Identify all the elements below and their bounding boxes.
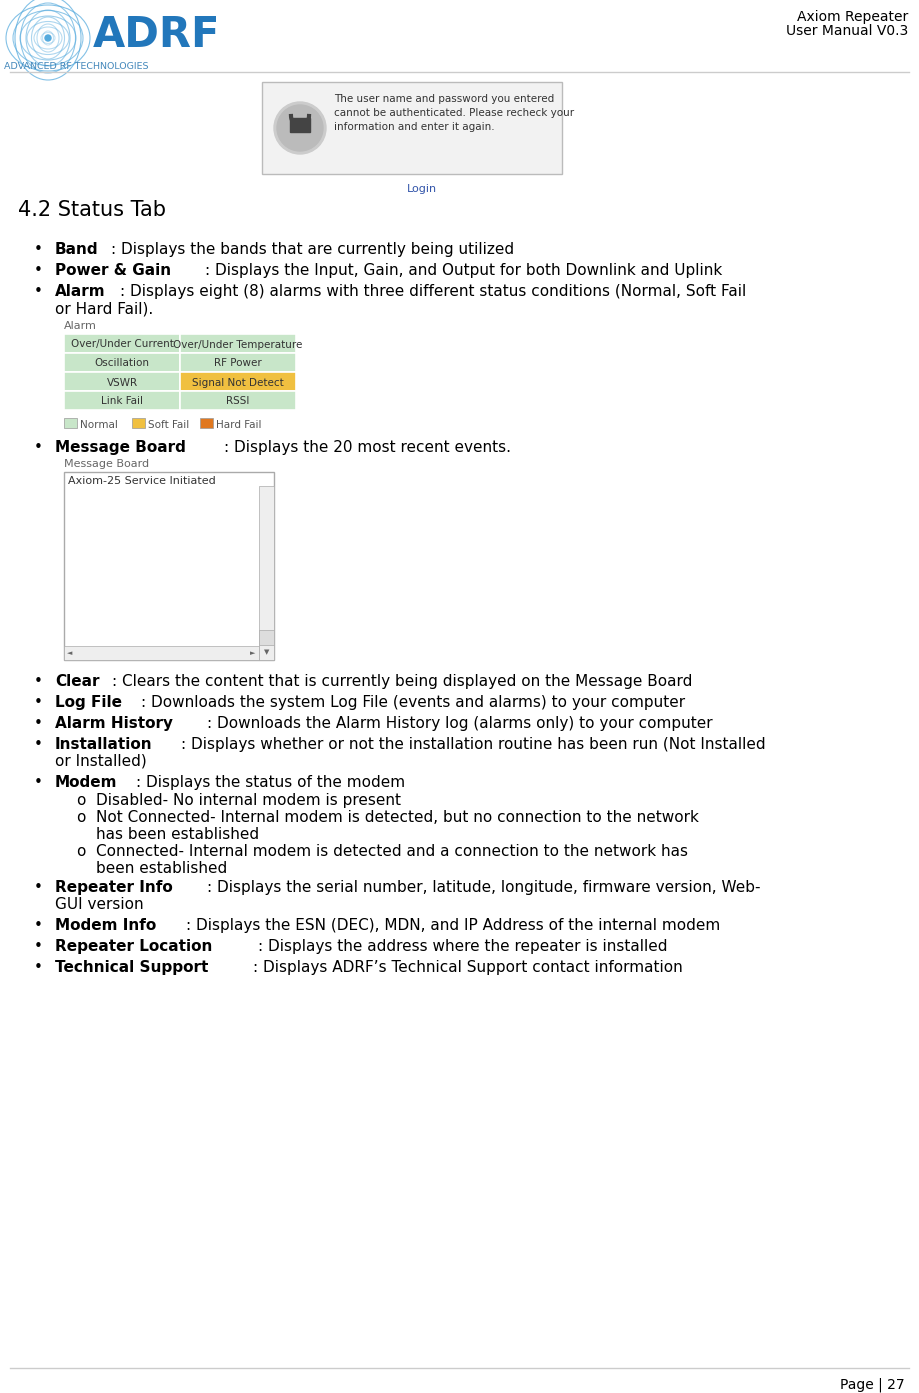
Bar [64, 391, 180, 410]
Text: o: o [76, 793, 85, 808]
Text: •: • [34, 284, 43, 299]
Text: •: • [34, 695, 43, 710]
Text: Modem: Modem [55, 775, 118, 790]
Text: or Hard Fail).: or Hard Fail). [55, 301, 153, 316]
Text: •: • [34, 242, 43, 256]
Text: ◄: ◄ [67, 651, 73, 656]
Text: •: • [34, 674, 43, 690]
Text: Message Board: Message Board [55, 440, 186, 456]
Text: : Clears the content that is currently being displayed on the Message Board: : Clears the content that is currently b… [112, 674, 693, 690]
Text: Modem Info: Modem Info [55, 918, 156, 933]
Text: The user name and password you entered
cannot be authenticated. Please recheck y: The user name and password you entered c… [334, 93, 574, 132]
Text: o: o [76, 809, 85, 825]
Bar [64, 352, 180, 372]
Text: •: • [34, 737, 43, 752]
Text: : Displays the Input, Gain, and Output for both Downlink and Uplink: : Displays the Input, Gain, and Output f… [205, 263, 722, 279]
Text: Oscillation: Oscillation [95, 358, 150, 369]
Text: Alarm History: Alarm History [55, 716, 173, 731]
Text: ADRF: ADRF [93, 14, 221, 56]
Text: Page | 27: Page | 27 [840, 1378, 905, 1393]
Text: : Displays the address where the repeater is installed: : Displays the address where the repeate… [258, 939, 667, 954]
Text: ▼: ▼ [264, 649, 269, 656]
Text: RSSI: RSSI [226, 397, 250, 407]
Circle shape [277, 104, 323, 150]
Text: Log File: Log File [55, 695, 122, 710]
Text: : Displays eight (8) alarms with three different status conditions (Normal, Soft: : Displays eight (8) alarms with three d… [120, 284, 746, 299]
Text: Alarm: Alarm [55, 284, 106, 299]
Text: ►: ► [250, 651, 255, 656]
Text: : Displays the serial number, latitude, longitude, firmware version, Web-: : Displays the serial number, latitude, … [207, 880, 760, 894]
Text: •: • [34, 440, 43, 456]
Text: Disabled- No internal modem is present: Disabled- No internal modem is present [96, 793, 401, 808]
Circle shape [45, 35, 51, 40]
Text: •: • [34, 939, 43, 954]
Bar [180, 391, 296, 410]
Bar [64, 472, 274, 660]
Text: Technical Support: Technical Support [55, 960, 209, 975]
Bar [290, 118, 310, 132]
Text: Over/Under Current: Over/Under Current [71, 340, 174, 350]
Text: •: • [34, 918, 43, 933]
Text: has been established: has been established [96, 827, 259, 841]
Text: : Displays the ESN (DEC), MDN, and IP Address of the internal modem: : Displays the ESN (DEC), MDN, and IP Ad… [186, 918, 720, 933]
Text: : Displays the bands that are currently being utilized: : Displays the bands that are currently … [111, 242, 515, 256]
Text: Band: Band [55, 242, 98, 256]
Bar [259, 630, 274, 645]
Text: Power & Gain: Power & Gain [55, 263, 171, 279]
Text: Over/Under Temperature: Over/Under Temperature [174, 340, 302, 350]
Text: : Displays whether or not the installation routine has been run (Not Installed: : Displays whether or not the installati… [181, 737, 766, 752]
Bar [200, 418, 213, 428]
Text: Repeater Location: Repeater Location [55, 939, 212, 954]
Text: : Downloads the Alarm History log (alarms only) to your computer: : Downloads the Alarm History log (alarm… [208, 716, 713, 731]
Bar [64, 646, 259, 660]
Text: or Installed): or Installed) [55, 754, 147, 769]
Text: VSWR: VSWR [107, 378, 138, 387]
Text: Signal Not Detect: Signal Not Detect [192, 378, 284, 387]
Circle shape [274, 102, 326, 155]
Bar [64, 372, 180, 391]
Text: Alarm: Alarm [64, 320, 96, 332]
Text: •: • [34, 880, 43, 894]
Text: •: • [34, 960, 43, 975]
Bar [180, 334, 296, 352]
Text: : Displays the 20 most recent events.: : Displays the 20 most recent events. [224, 440, 511, 456]
Text: o: o [76, 844, 85, 859]
Text: ADVANCED RF TECHNOLOGIES: ADVANCED RF TECHNOLOGIES [4, 63, 149, 71]
Text: User Manual V0.3: User Manual V0.3 [786, 24, 908, 38]
Text: : Displays ADRF’s Technical Support contact information: : Displays ADRF’s Technical Support cont… [253, 960, 683, 975]
Text: Login: Login [407, 184, 437, 194]
Text: Link Fail: Link Fail [101, 397, 143, 407]
Text: Repeater Info: Repeater Info [55, 880, 173, 894]
Text: RF Power: RF Power [214, 358, 262, 369]
Bar [259, 486, 274, 660]
Text: Hard Fail: Hard Fail [216, 421, 262, 430]
Bar [64, 418, 77, 428]
Text: •: • [34, 716, 43, 731]
Text: been established: been established [96, 861, 227, 876]
Text: Installation: Installation [55, 737, 153, 752]
FancyBboxPatch shape [262, 82, 562, 174]
Text: GUI version: GUI version [55, 897, 143, 912]
Text: Axiom-25 Service Initiated: Axiom-25 Service Initiated [68, 476, 216, 486]
Text: Axiom Repeater: Axiom Repeater [797, 10, 908, 24]
Text: : Downloads the system Log File (events and alarms) to your computer: : Downloads the system Log File (events … [142, 695, 686, 710]
Bar [64, 334, 180, 352]
Text: Not Connected- Internal modem is detected, but no connection to the network: Not Connected- Internal modem is detecte… [96, 809, 698, 825]
Text: Clear: Clear [55, 674, 99, 690]
Bar [180, 352, 296, 372]
Text: Connected- Internal modem is detected and a connection to the network has: Connected- Internal modem is detected an… [96, 844, 688, 859]
Text: Normal: Normal [80, 421, 118, 430]
Text: Soft Fail: Soft Fail [148, 421, 189, 430]
Bar [180, 372, 296, 391]
Text: •: • [34, 263, 43, 279]
Text: : Displays the status of the modem: : Displays the status of the modem [136, 775, 404, 790]
Text: 4.2 Status Tab: 4.2 Status Tab [18, 201, 166, 220]
Text: •: • [34, 775, 43, 790]
Bar [132, 418, 145, 428]
Text: Message Board: Message Board [64, 460, 149, 469]
